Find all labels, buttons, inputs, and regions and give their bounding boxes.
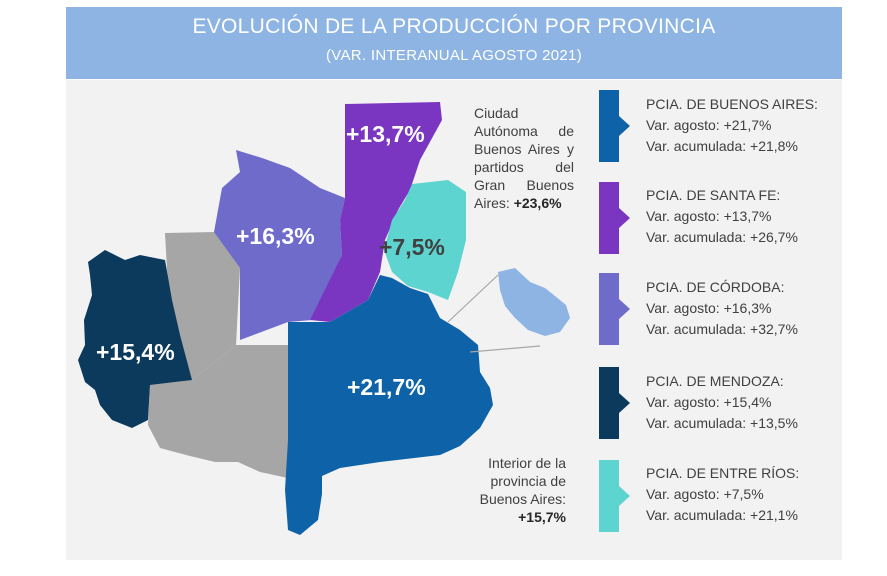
- province-other-south: [148, 345, 290, 478]
- label-cordoba: +16,3%: [236, 223, 315, 249]
- legend-acumulada: Var. acumulada: +21,1%: [646, 507, 798, 523]
- inset-connector-top: [447, 274, 499, 323]
- legend-province: PCIA. DE SANTA FE:: [646, 187, 781, 203]
- label-entre-rios: +7,5%: [379, 234, 445, 260]
- inset-connector-bottom: [469, 345, 541, 353]
- legend-marker-entre-rios: [599, 460, 630, 532]
- province-santa-fe: [310, 102, 442, 322]
- interior-note: Interior de la provincia de Buenos Aires…: [466, 454, 566, 526]
- legend-agosto: Var. agosto: +15,4%: [646, 394, 772, 410]
- legend-marker-mendoza: [599, 367, 630, 439]
- page-title: EVOLUCIÓN DE LA PRODUCCIÓN POR PROVINCIA: [192, 15, 716, 38]
- legend-province: PCIA. DE CÓRDOBA:: [646, 279, 785, 295]
- legend-province: PCIA. DE ENTRE RÍOS:: [646, 465, 800, 481]
- caba-gba-inset: [498, 268, 570, 336]
- province-cordoba: [214, 150, 345, 340]
- province-mendoza: [78, 250, 192, 428]
- legend-agosto: Var. agosto: +21,7%: [646, 117, 772, 133]
- legend-acumulada: Var. acumulada: +32,7%: [646, 321, 798, 337]
- legend-agosto: Var. agosto: +13,7%: [646, 208, 772, 224]
- interior-note-text: Interior de la provincia de Buenos Aires…: [479, 455, 566, 507]
- legend-marker-cordoba: [599, 273, 630, 345]
- legend-acumulada: Var. acumulada: +26,7%: [646, 229, 798, 245]
- legend-item-mendoza: PCIA. DE MENDOZA: Var. agosto: +15,4% Va…: [646, 371, 798, 434]
- label-santa-fe: +13,7%: [346, 121, 425, 147]
- page-subtitle: (VAR. INTERANUAL AGOSTO 2021): [326, 47, 582, 64]
- label-buenos-aires: +21,7%: [347, 374, 426, 400]
- legend-acumulada: Var. acumulada: +21,8%: [646, 138, 798, 154]
- title-banner: EVOLUCIÓN DE LA PRODUCCIÓN POR PROVINCIA…: [66, 7, 842, 79]
- legend-acumulada: Var. acumulada: +13,5%: [646, 415, 798, 431]
- interior-note-value: +15,7%: [518, 509, 566, 525]
- province-buenos-aires: [285, 275, 493, 535]
- legend-item-entre-rios: PCIA. DE ENTRE RÍOS: Var. agosto: +7,5% …: [646, 463, 799, 526]
- caba-gba-note-value: +23,6%: [513, 195, 562, 211]
- label-mendoza: +15,4%: [96, 339, 175, 365]
- legend-marker-buenos-aires: [599, 90, 630, 162]
- legend-province: PCIA. DE MENDOZA:: [646, 373, 784, 389]
- legend-agosto: Var. agosto: +7,5%: [646, 486, 764, 502]
- legend-item-cordoba: PCIA. DE CÓRDOBA: Var. agosto: +16,3% Va…: [646, 277, 798, 340]
- legend-province: PCIA. DE BUENOS AIRES:: [646, 96, 818, 112]
- legend-item-santa-fe: PCIA. DE SANTA FE: Var. agosto: +13,7% V…: [646, 185, 798, 248]
- legend-item-buenos-aires: PCIA. DE BUENOS AIRES: Var. agosto: +21,…: [646, 94, 818, 157]
- legend-marker-santa-fe: [599, 182, 630, 254]
- caba-gba-note: Ciudad Autónoma de Buenos Aires y partid…: [474, 104, 574, 212]
- province-entre-rios: [384, 180, 466, 300]
- caba-gba-note-text: Ciudad Autónoma de Buenos Aires y partid…: [474, 105, 574, 211]
- legend-agosto: Var. agosto: +16,3%: [646, 300, 772, 316]
